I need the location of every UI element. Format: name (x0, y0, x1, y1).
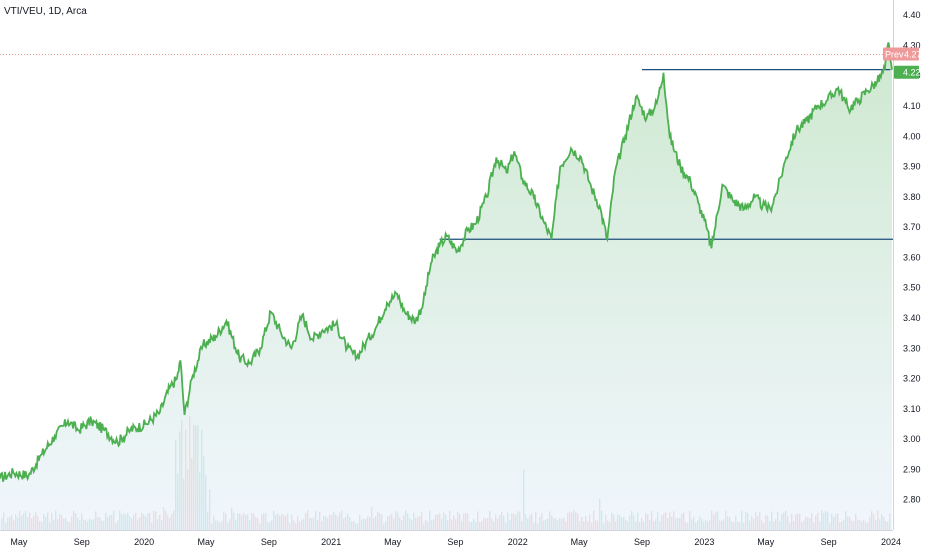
x-tick-label: Sep (74, 537, 90, 547)
x-tick-label: Sep (447, 537, 463, 547)
x-tick-label: May (571, 537, 589, 547)
x-tick-label: Sep (821, 537, 837, 547)
prev-close-label: Prev (885, 50, 904, 60)
x-tick-label: 2024 (881, 537, 901, 547)
y-tick-label: 4.30 (903, 40, 921, 50)
prev-close-value: 4.27 (904, 50, 922, 60)
y-tick-label: 3.20 (903, 374, 921, 384)
y-tick-label: 2.90 (903, 464, 921, 474)
y-tick-label: 4.00 (903, 131, 921, 141)
y-tick-label: 3.90 (903, 162, 921, 172)
time-axis[interactable]: May Sep 2020 May Sep 2021 May Sep 2022 May Sep 2023… (10, 537, 901, 547)
x-tick-label: 2023 (694, 537, 714, 547)
y-tick-label: 3.00 (903, 434, 921, 444)
x-tick-label: May (757, 537, 775, 547)
price-area (0, 42, 892, 530)
x-tick-label: Sep (634, 537, 650, 547)
y-tick-label: 3.70 (903, 222, 921, 232)
chart-title: VTI/VEU, 1D, Arca (4, 6, 87, 17)
y-tick-label: 4.10 (903, 101, 921, 111)
price-line (0, 42, 893, 482)
y-tick-label: 3.60 (903, 252, 921, 262)
last-price-value: 4.22 (903, 68, 921, 78)
y-tick-label: 3.80 (903, 192, 921, 202)
y-tick-label: 3.10 (903, 404, 921, 414)
x-tick-label: May (384, 537, 402, 547)
y-tick-label: 3.40 (903, 313, 921, 323)
x-tick-label: May (10, 537, 28, 547)
y-tick-label: 3.50 (903, 283, 921, 293)
prev-close-tag: Prev 4.27 (883, 47, 922, 61)
x-tick-label: May (197, 537, 215, 547)
x-tick-label: Sep (261, 537, 277, 547)
y-tick-label: 2.80 (903, 495, 921, 505)
y-tick-label: 4.40 (903, 10, 921, 20)
x-tick-label: 2021 (321, 537, 341, 547)
price-axis[interactable]: 2.80 2.90 3.00 3.10 3.20 3.30 3.40 3.50 3.60 3.70… (903, 10, 921, 505)
y-tick-label: 3.30 (903, 343, 921, 353)
x-tick-label: 2020 (134, 537, 154, 547)
last-price-tag: 4.22 (894, 65, 921, 79)
x-tick-label: 2022 (508, 537, 528, 547)
